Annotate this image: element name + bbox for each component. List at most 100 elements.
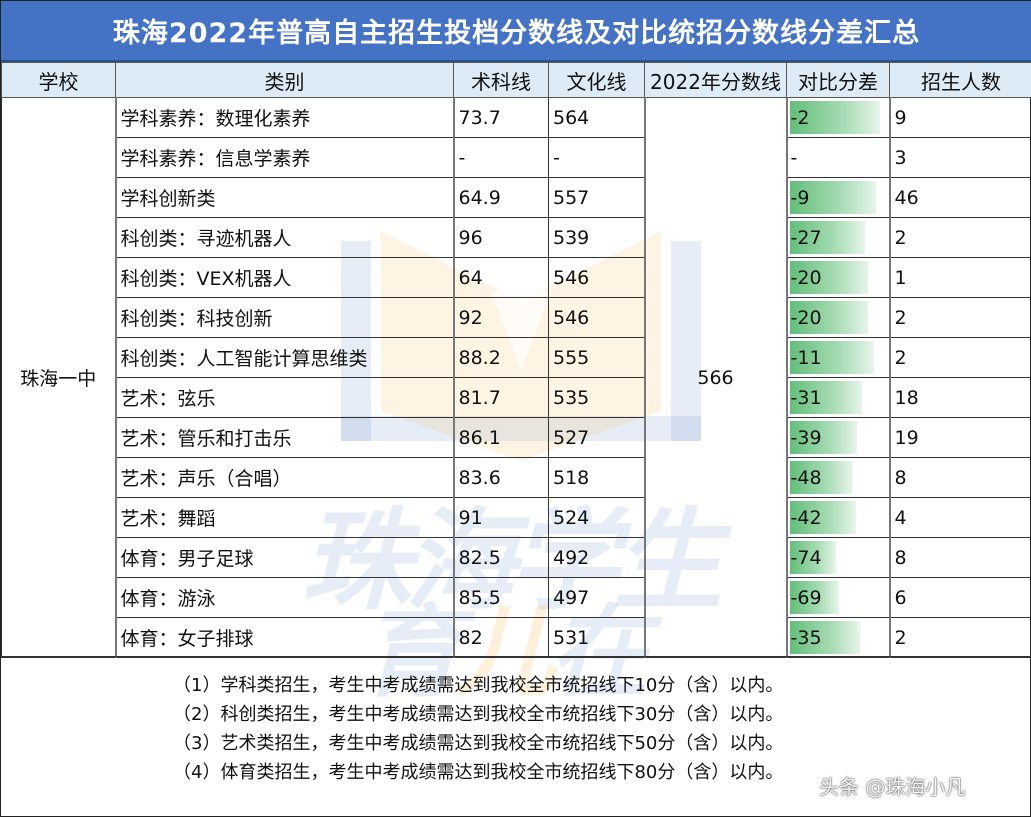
culture-line-cell: 497 bbox=[548, 577, 645, 618]
diff-value: - bbox=[790, 146, 798, 169]
header-category: 类别 bbox=[115, 62, 454, 98]
culture-line-cell: 546 bbox=[548, 297, 645, 338]
data-bar bbox=[789, 341, 874, 374]
enrollment-cell: 4 bbox=[888, 497, 1031, 538]
diff-cell: -9 bbox=[786, 177, 890, 218]
data-bar bbox=[789, 301, 868, 334]
table-row: 学科素养：信息学素养 - - -3 bbox=[2, 137, 1031, 178]
category-cell: 科创类：寻迹机器人 bbox=[115, 217, 455, 258]
category-cell: 学科创新类 bbox=[115, 177, 455, 218]
table-row: 珠海一中 学科素养：数理化素养 73.7 564 566 -2 9 bbox=[1, 97, 1031, 658]
diff-value: -39 bbox=[790, 426, 822, 449]
data-bar bbox=[789, 501, 856, 534]
culture-line-cell: 539 bbox=[548, 217, 645, 258]
category-cell: 艺术：弦乐 bbox=[115, 377, 455, 418]
score-table: 学校 类别 术科线 文化线 2022年分数线 对比分差 招生人数 珠海一中 学科素… bbox=[1, 62, 1031, 658]
culture-line-cell: - bbox=[548, 137, 645, 178]
diff-value: -42 bbox=[790, 506, 822, 529]
table-row: 体育：男子足球 82.5 492 -74 8 bbox=[2, 537, 1031, 578]
culture-line-cell: 518 bbox=[548, 457, 645, 498]
header-diff: 对比分差 bbox=[786, 62, 890, 98]
skill-line-cell: - bbox=[453, 137, 549, 178]
note-4: （4）体育类招生，考生中考成绩需达到我校全市统招线下80分（含）以内。 bbox=[173, 762, 784, 783]
enrollment-cell: 3 bbox=[888, 137, 1031, 178]
data-bar bbox=[789, 221, 865, 254]
data-bar bbox=[789, 181, 876, 214]
table-row: 体育：游泳 85.5 497 -69 6 bbox=[2, 577, 1031, 618]
notes-section: （1）学科类招生，考生中考成绩需达到我校全市统招线下10分（含）以内。 （2）科… bbox=[1, 656, 1031, 817]
enrollment-cell: 18 bbox=[888, 377, 1031, 418]
category-cell: 学科素养：信息学素养 bbox=[115, 137, 455, 178]
school-cell: 珠海一中 bbox=[1, 97, 117, 658]
enrollment-cell: 2 bbox=[888, 337, 1031, 378]
table-row: 艺术：管乐和打击乐 86.1 527 -39 19 bbox=[2, 417, 1031, 458]
header-2022-line: 2022年分数线 bbox=[644, 62, 787, 98]
diff-value: -9 bbox=[790, 186, 810, 209]
diff-value: -74 bbox=[790, 546, 822, 569]
diff-cell: -20 bbox=[786, 257, 890, 298]
enrollment-cell: 1 bbox=[888, 257, 1031, 298]
diff-cell: -27 bbox=[786, 217, 890, 258]
table-row: 科创类：人工智能计算思维类 88.2 555 -11 2 bbox=[2, 337, 1031, 378]
enrollment-cell: 6 bbox=[888, 577, 1031, 618]
category-cell: 科创类：人工智能计算思维类 bbox=[115, 337, 455, 378]
diff-value: -31 bbox=[790, 386, 822, 409]
skill-line-cell: 85.5 bbox=[453, 577, 549, 618]
culture-line-cell: 524 bbox=[548, 497, 645, 538]
header-enrollment: 招生人数 bbox=[889, 62, 1031, 98]
data-bar bbox=[789, 541, 836, 574]
diff-cell: -48 bbox=[786, 457, 890, 498]
diff-cell: - bbox=[786, 137, 890, 178]
diff-value: -2 bbox=[790, 106, 810, 129]
category-cell: 艺术：声乐（合唱） bbox=[115, 457, 455, 498]
skill-line-cell: 82 bbox=[453, 617, 549, 658]
data-bar bbox=[789, 461, 852, 494]
data-bar bbox=[789, 101, 880, 134]
skill-line-cell: 73.7 bbox=[453, 97, 549, 138]
culture-line-cell: 564 bbox=[548, 97, 645, 138]
diff-value: -69 bbox=[790, 586, 822, 609]
diff-value: -27 bbox=[790, 226, 822, 249]
skill-line-cell: 88.2 bbox=[453, 337, 549, 378]
note-2: （2）科创类招生，考生中考成绩需达到我校全市统招线下30分（含）以内。 bbox=[173, 704, 784, 725]
diff-value: -20 bbox=[790, 266, 822, 289]
culture-line-cell: 555 bbox=[548, 337, 645, 378]
category-cell: 体育：游泳 bbox=[115, 577, 455, 618]
category-cell: 体育：女子排球 bbox=[115, 617, 455, 658]
table-row: 科创类：VEX机器人 64 546 -20 1 bbox=[2, 257, 1031, 298]
skill-line-cell: 83.6 bbox=[453, 457, 549, 498]
data-bar bbox=[789, 621, 860, 654]
diff-cell: -74 bbox=[786, 537, 890, 578]
enrollment-cell: 46 bbox=[888, 177, 1031, 218]
diff-value: -35 bbox=[790, 626, 822, 649]
category-cell: 艺术：舞蹈 bbox=[115, 497, 455, 538]
diff-cell: -39 bbox=[786, 417, 890, 458]
diff-cell: -20 bbox=[786, 297, 890, 338]
culture-line-cell: 546 bbox=[548, 257, 645, 298]
table-row: 科创类：寻迹机器人 96 539 -27 2 bbox=[2, 217, 1031, 258]
enrollment-cell: 8 bbox=[888, 457, 1031, 498]
category-cell: 艺术：管乐和打击乐 bbox=[115, 417, 455, 458]
diff-value: -11 bbox=[790, 346, 822, 369]
table-row: 艺术：舞蹈 91 524 -42 4 bbox=[2, 497, 1031, 538]
skill-line-cell: 86.1 bbox=[453, 417, 549, 458]
diff-cell: -42 bbox=[786, 497, 890, 538]
category-cell: 学科素养：数理化素养 bbox=[115, 97, 455, 138]
enrollment-cell: 2 bbox=[888, 297, 1031, 338]
culture-line-cell: 557 bbox=[548, 177, 645, 218]
enrollment-cell: 2 bbox=[888, 617, 1031, 658]
skill-line-cell: 96 bbox=[453, 217, 549, 258]
skill-line-cell: 91 bbox=[453, 497, 549, 538]
diff-cell: -2 bbox=[786, 97, 890, 138]
skill-line-cell: 92 bbox=[453, 297, 549, 338]
enrollment-cell: 9 bbox=[888, 97, 1031, 138]
diff-cell: -11 bbox=[786, 337, 890, 378]
enrollment-cell: 19 bbox=[888, 417, 1031, 458]
category-cell: 科创类：科技创新 bbox=[115, 297, 455, 338]
skill-line-cell: 81.7 bbox=[453, 377, 549, 418]
note-1: （1）学科类招生，考生中考成绩需达到我校全市统招线下10分（含）以内。 bbox=[173, 675, 784, 696]
skill-line-cell: 64 bbox=[453, 257, 549, 298]
diff-value: -20 bbox=[790, 306, 822, 329]
diff-value: -48 bbox=[790, 466, 822, 489]
